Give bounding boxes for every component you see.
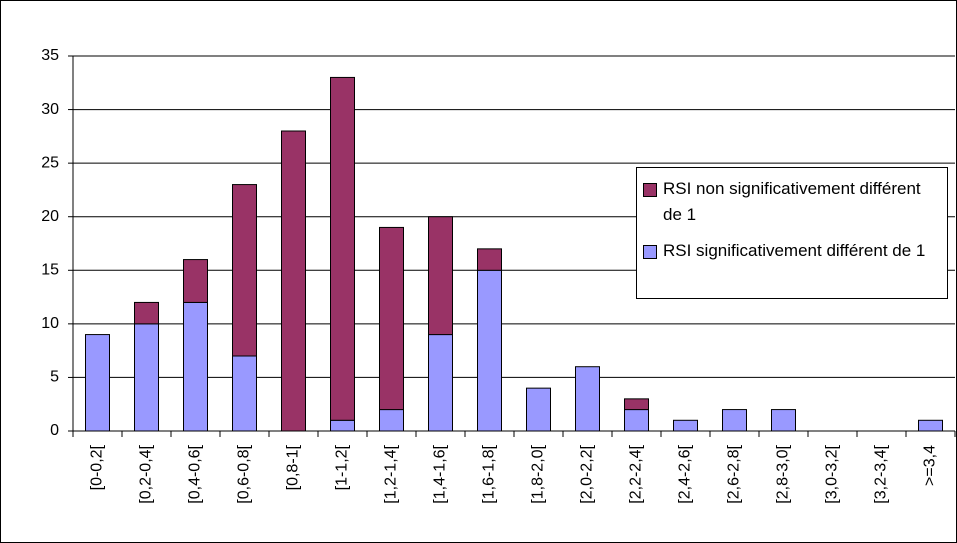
y-tick-label: 0 — [50, 422, 59, 439]
bar-segment — [232, 184, 257, 357]
x-tick-label: [2,6-2,8[ — [726, 444, 743, 503]
y-tick-label: 35 — [41, 47, 59, 64]
x-tick-label: [0,2-0,4[ — [138, 444, 155, 503]
bar-segment — [183, 259, 208, 303]
x-tick-label: [1,2-1,4[ — [383, 444, 400, 503]
legend-item: RSI non significativement différent de 1 — [643, 176, 941, 228]
y-tick-label: 15 — [41, 262, 59, 279]
bar-segment — [330, 419, 355, 432]
legend-label: RSI significativement différent de 1 — [663, 241, 926, 260]
bar-segment — [526, 387, 551, 432]
bar-segment — [428, 216, 453, 336]
bar-segment — [379, 226, 404, 411]
bar-segment — [232, 355, 257, 432]
x-tick-label: [0,6-0,8[ — [236, 444, 253, 503]
bar-segment — [673, 419, 698, 432]
x-tick-label: [0,8-1[ — [285, 444, 302, 490]
legend-item: RSI significativement différent de 1 — [643, 238, 941, 264]
y-tick-label: 5 — [50, 369, 59, 386]
y-tick-label: 25 — [41, 154, 59, 171]
x-tick-label: [2,4-2,6[ — [677, 444, 694, 503]
bar-segment — [624, 398, 649, 411]
bar-segment — [624, 409, 649, 432]
y-tick-label: 10 — [41, 315, 59, 332]
x-tick-label: [1,4-1,6[ — [432, 444, 449, 503]
bar-segment — [428, 334, 453, 432]
bar-segment — [85, 334, 110, 432]
legend-swatch — [643, 183, 657, 197]
bar-segment — [771, 409, 796, 432]
x-tick-label: [3,0-3,2[ — [824, 444, 841, 503]
bar-segment — [134, 301, 159, 325]
legend-label: RSI non significativement différent de 1 — [663, 179, 921, 224]
bar-segment — [722, 409, 747, 432]
bar-segment — [134, 323, 159, 432]
bar-segment — [281, 130, 306, 432]
x-tick-label: [1,8-2,0[ — [530, 444, 547, 503]
y-tick-label: 30 — [41, 101, 59, 118]
x-tick-label: [3,2-3,4[ — [873, 444, 890, 503]
x-tick-label: [0,4-0,6[ — [187, 444, 204, 503]
bar-segment — [330, 76, 355, 421]
x-tick-label: >=3,4 — [922, 445, 939, 486]
x-tick-label: [1,6-1,8[ — [481, 444, 498, 503]
bar-segment — [379, 409, 404, 432]
x-tick-label: [1-1,2[ — [334, 444, 351, 490]
y-tick-label: 20 — [41, 208, 59, 225]
x-tick-label: [0-0,2[ — [89, 444, 106, 490]
bar-segment — [477, 269, 502, 432]
x-tick-label: [2,2-2,4[ — [628, 444, 645, 503]
bar-segment — [575, 366, 600, 432]
legend-swatch — [643, 245, 657, 259]
x-tick-label: [2,0-2,2[ — [579, 444, 596, 503]
bar-segment — [477, 248, 502, 271]
x-tick-label: [2,8-3,0[ — [775, 444, 792, 503]
bar-segment — [183, 301, 208, 432]
legend: RSI non significativement différent de 1… — [636, 167, 948, 299]
bar-segment — [918, 419, 943, 432]
